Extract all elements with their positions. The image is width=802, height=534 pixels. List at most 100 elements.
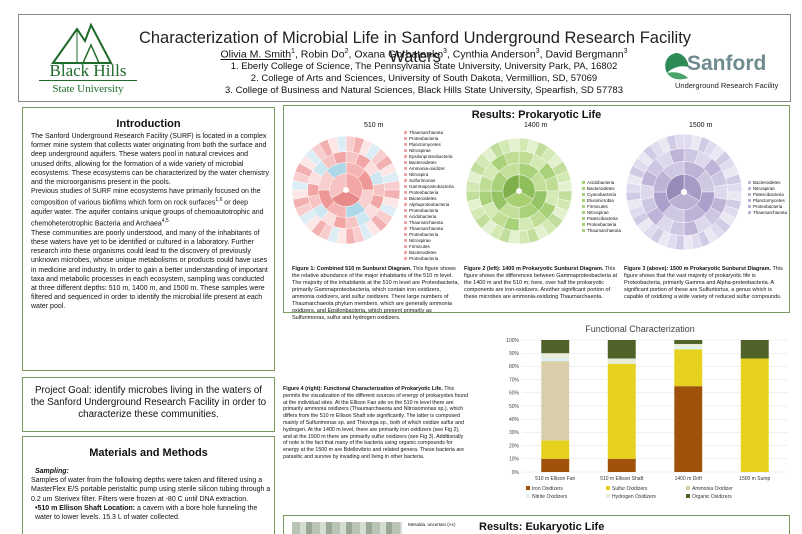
legend-entry: Nitrospirae	[404, 148, 454, 154]
bar-segment	[541, 358, 570, 362]
project-goal-text: Project Goal: identify microbes living i…	[30, 385, 267, 420]
y-tick-label: 70%	[509, 377, 520, 383]
sanford-emblem-icon	[665, 53, 689, 80]
sunburst-segment	[508, 137, 520, 153]
legend-entry: Nitrospirae	[748, 186, 787, 192]
methods-subheading: Sampling:	[35, 468, 69, 475]
legend-label: Iron Oxidizers	[532, 486, 563, 492]
legend-entry: Proteobacteria	[404, 190, 454, 196]
intro-paragraph-2: Previous studies of SURF mine ecosystems…	[31, 188, 264, 228]
legend-entry: Thaumarchaeota	[404, 226, 454, 232]
author-name: Robin Do	[300, 48, 345, 61]
bar-segment	[740, 340, 769, 359]
legend-swatch	[606, 494, 610, 498]
methods-bullet: •510 m Ellison Shaft Location: a cavern …	[35, 504, 258, 522]
legend-entry: Bacteroidetes	[404, 160, 454, 166]
legend-entry: Planctomycetes	[404, 142, 454, 148]
author-name: Oxana Gorbatenko	[354, 48, 444, 61]
y-tick-label: 90%	[509, 351, 520, 357]
y-tick-label: 20%	[509, 443, 520, 449]
legend-entry: Proteobacteria	[748, 204, 787, 210]
sanford-subtitle: Underground Research Facility	[675, 81, 779, 90]
figure-2-caption: Figure 2 (left): 1400 m Prokaryotic Sunb…	[464, 266, 618, 300]
depth-label-510: 510 m	[364, 122, 384, 129]
legend-entry: Acidobacteria	[582, 180, 621, 186]
bar-segment	[607, 363, 636, 459]
legend-entry: Acidobacteria	[404, 214, 454, 220]
sunburst-segment	[674, 133, 685, 150]
author-name: David Bergmann	[545, 48, 624, 61]
introduction-panel: Introduction The Sanford Underground Res…	[22, 107, 275, 371]
affiliation-2: 2. College of Arts and Sciences, Univers…	[250, 73, 598, 84]
legend-entry: Thaumarchaeota	[748, 210, 787, 216]
y-tick-label: 60%	[509, 391, 520, 397]
results-prokaryotic-title: Results: Prokaryotic Life	[471, 109, 602, 121]
y-tick-label: 100%	[506, 338, 519, 344]
legend-entry: Ammonia-oxidizer	[404, 166, 454, 172]
legend-swatch	[526, 486, 530, 490]
affiliation-1: 1. Eberly College of Science, The Pennsy…	[230, 61, 618, 72]
bar-segment	[674, 346, 703, 350]
sanford-logo: Sanford Underground Research Facility	[661, 51, 791, 105]
y-tick-label: 30%	[509, 430, 520, 436]
sunburst-1500-legend: Bacteroidetes Nitrospirae Patescibacteria P…	[748, 180, 787, 216]
legend-entry: Thaumarchaeota	[582, 228, 621, 234]
bar-segment	[541, 361, 570, 441]
bar-segment	[607, 358, 636, 364]
legend-entry: Bacteroidetes	[404, 196, 454, 202]
legend-entry: Nitrospirae	[582, 210, 621, 216]
eukaryotic-bar-thumbnail	[292, 522, 402, 534]
legend-entry: Proteobacteria	[404, 232, 454, 238]
sunburst-1400	[465, 137, 573, 245]
black-hills-mountain-icon	[51, 22, 113, 64]
legend-swatch	[526, 494, 530, 498]
legend-entry: Alphaproteobacteria	[404, 202, 454, 208]
x-category-label: 510 m Ellison Fan	[535, 476, 575, 482]
legend-entry: Thaumarchaeota	[404, 130, 454, 136]
bar-segment	[674, 343, 703, 347]
legend-swatch	[606, 486, 610, 490]
legend-entry: Firmicutes	[582, 204, 621, 210]
figure-4-caption: Figure 4 (right): Functional Characteriz…	[283, 386, 469, 460]
legend-entry: Proteobacteria	[582, 222, 621, 228]
author-name: Olivia M. Smith	[220, 48, 292, 61]
sunburst-1500	[625, 133, 743, 251]
sunburst-segment	[336, 135, 347, 153]
legend-entry: Bacteroidetes	[582, 186, 621, 192]
sunburst-510-legend: Thaumarchaeota Proteobacteria Planctomycet…	[404, 130, 454, 262]
bar-segment	[541, 353, 570, 359]
introduction-body: The Sanford Underground Research Facilit…	[31, 132, 271, 312]
sunburst-segment	[640, 184, 655, 200]
legend-entry: Planctomycetes	[748, 198, 787, 204]
bar-segment	[674, 340, 703, 344]
legend-entry: Proteobacteria	[404, 208, 454, 214]
bar-segment	[740, 358, 769, 472]
author-name: Cynthia Anderson	[452, 48, 536, 61]
y-tick-label: 80%	[509, 364, 520, 370]
affiliation-3: 3. College of Business and Natural Scien…	[225, 85, 623, 96]
legend-entry: Proteobacteria	[404, 136, 454, 142]
bar-segment	[607, 340, 636, 359]
sunburst-1400-legend: Acidobacteria Bacteroidetes Cyanobacteria E…	[582, 180, 621, 234]
legend-entry: Patescibacteria	[748, 192, 787, 198]
bar-segment	[674, 349, 703, 387]
y-tick-label: 50%	[509, 404, 520, 410]
chart-title: Functional Characterization	[585, 324, 695, 334]
legend-entry: Thaumarchaeota	[404, 220, 454, 226]
methods-body: Sampling: Samples of water from the foll…	[31, 467, 271, 522]
legend-entry: Sulfurimonas	[404, 178, 454, 184]
legend-entry: Elusimicrobia	[582, 198, 621, 204]
y-tick-label: 40%	[509, 417, 520, 423]
legend-entry: Nitrospira	[404, 172, 454, 178]
x-category-label: 510 m Ellison Shaft	[600, 476, 644, 482]
sunburst-segment	[713, 184, 728, 200]
legend-entry: Bacteroidetes	[748, 180, 787, 186]
depth-label-1400: 1400 m	[524, 122, 548, 129]
bar-segment	[541, 440, 570, 459]
results-prokaryotic-panel: Results: Prokaryotic Life 510 m 1400 m 1…	[283, 105, 790, 321]
sunburst-segment	[372, 183, 385, 197]
bar-segment	[541, 458, 570, 472]
bar-segment	[674, 386, 703, 472]
x-category-label: 1500 m Sump	[739, 476, 770, 482]
legend-label: Sulfur Oxidizers	[612, 486, 648, 492]
